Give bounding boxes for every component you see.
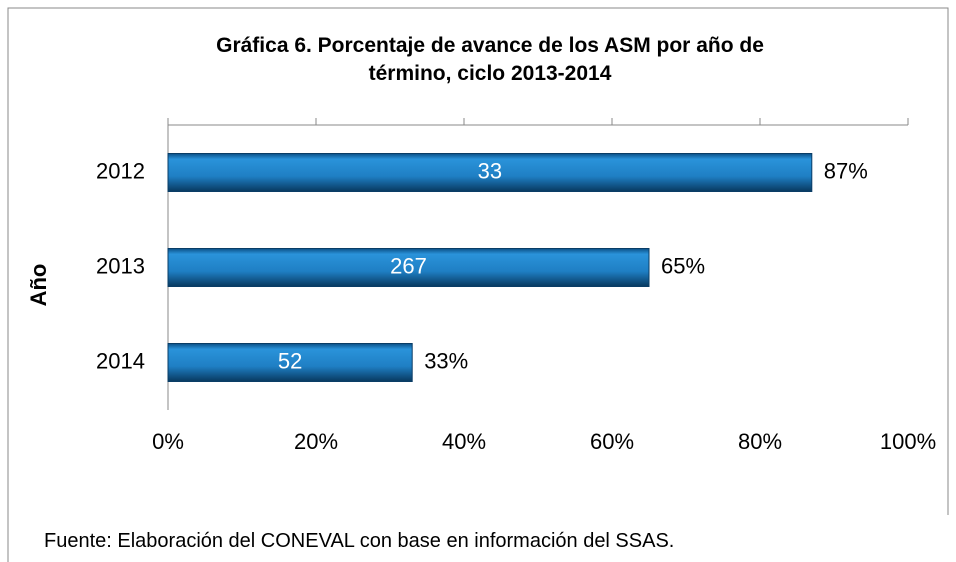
- count-label: 52: [278, 348, 302, 373]
- count-label: 33: [478, 158, 502, 183]
- x-tick-label: 80%: [738, 429, 782, 454]
- bar: [167, 343, 413, 382]
- x-tick-label: 40%: [442, 429, 486, 454]
- x-tick-label: 100%: [880, 429, 936, 454]
- frame: [7, 7, 949, 562]
- y-axis-label: Año: [26, 264, 51, 307]
- y-tick-label: 2014: [96, 348, 145, 373]
- value-label: 87%: [824, 158, 868, 183]
- count-label: 267: [390, 253, 427, 278]
- bar: [167, 248, 650, 287]
- value-label: 65%: [661, 253, 705, 278]
- value-label: 33%: [424, 348, 468, 373]
- chart-title: Gráfica 6. Porcentaje de avance de los A…: [216, 34, 764, 85]
- x-tick-label: 0%: [152, 429, 184, 454]
- source-note: Fuente: Elaboración del CONEVAL con base…: [44, 530, 675, 552]
- y-tick-label: 2012: [96, 158, 145, 183]
- y-tick-label: 2013: [96, 253, 145, 278]
- x-tick-label: 20%: [294, 429, 338, 454]
- x-tick-label: 60%: [590, 429, 634, 454]
- bar: [167, 153, 813, 192]
